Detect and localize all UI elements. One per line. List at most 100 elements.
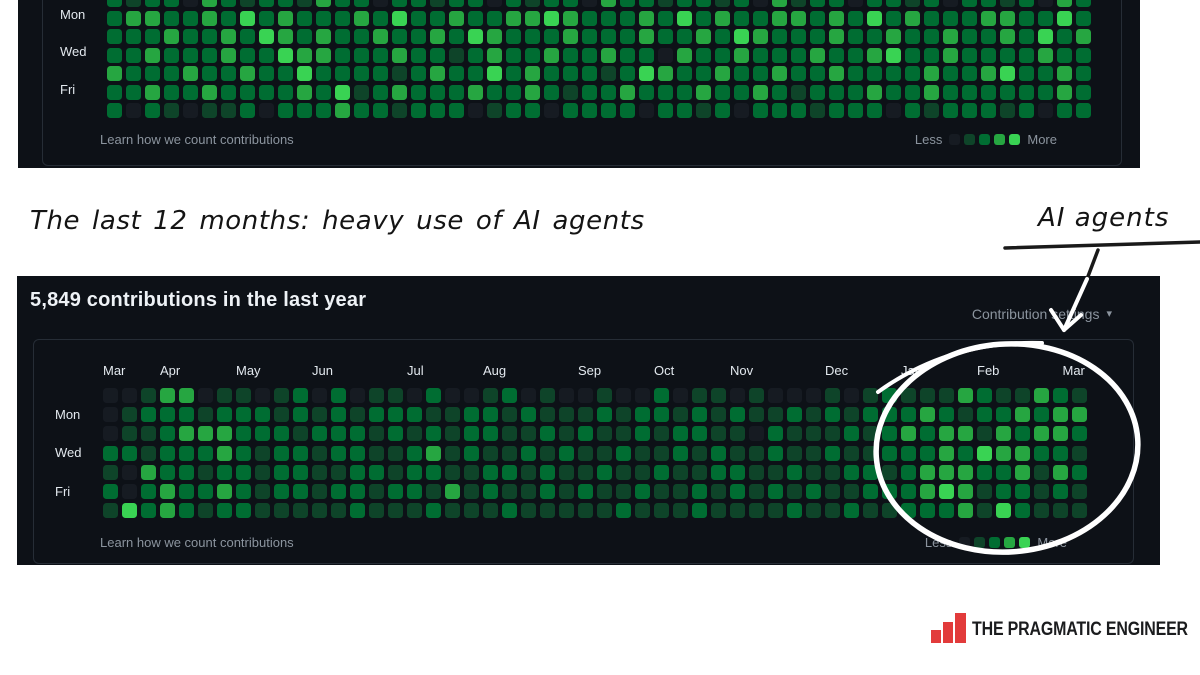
contribution-cell[interactable]: [335, 0, 350, 7]
contribution-cell[interactable]: [1076, 47, 1091, 63]
contribution-cell[interactable]: [278, 103, 293, 118]
contribution-cell[interactable]: [563, 84, 578, 100]
contribution-cell[interactable]: [844, 484, 859, 499]
contribution-cell[interactable]: [160, 503, 175, 519]
contribution-cell[interactable]: [240, 29, 255, 44]
contribution-cell[interactable]: [996, 484, 1011, 499]
contribution-cell[interactable]: [1000, 84, 1015, 100]
contribution-cell[interactable]: [886, 10, 901, 26]
learn-contributions-link[interactable]: Learn how we count contributions: [100, 132, 294, 147]
contribution-cell[interactable]: [996, 388, 1011, 403]
contribution-cell[interactable]: [844, 388, 859, 403]
contribution-cell[interactable]: [943, 66, 958, 81]
contribution-cell[interactable]: [540, 407, 555, 423]
contribution-cell[interactable]: [103, 426, 118, 442]
contribution-cell[interactable]: [829, 47, 844, 63]
contribution-cell[interactable]: [882, 388, 897, 403]
contribution-cell[interactable]: [449, 84, 464, 100]
contribution-cell[interactable]: [179, 484, 194, 499]
contribution-cell[interactable]: [487, 103, 502, 118]
contribution-cell[interactable]: [677, 47, 692, 63]
contribution-cell[interactable]: [677, 84, 692, 100]
contribution-cell[interactable]: [540, 445, 555, 461]
contribution-cell[interactable]: [483, 445, 498, 461]
contribution-cell[interactable]: [730, 388, 745, 403]
contribution-cell[interactable]: [369, 407, 384, 423]
contribution-cell[interactable]: [202, 29, 217, 44]
contribution-cell[interactable]: [939, 388, 954, 403]
contribution-cell[interactable]: [616, 445, 631, 461]
contribution-cell[interactable]: [464, 407, 479, 423]
contribution-cell[interactable]: [312, 426, 327, 442]
contribution-cell[interactable]: [544, 84, 559, 100]
contribution-cell[interactable]: [654, 484, 669, 499]
contribution-cell[interactable]: [164, 47, 179, 63]
contribution-cell[interactable]: [977, 464, 992, 480]
contribution-cell[interactable]: [350, 503, 365, 519]
contribution-cell[interactable]: [122, 388, 137, 403]
contribution-cell[interactable]: [787, 484, 802, 499]
contribution-cell[interactable]: [673, 503, 688, 519]
contribution-cell[interactable]: [525, 0, 540, 7]
contribution-cell[interactable]: [639, 29, 654, 44]
contribution-cell[interactable]: [1076, 66, 1091, 81]
contribution-cell[interactable]: [407, 464, 422, 480]
contribution-cell[interactable]: [449, 66, 464, 81]
contribution-cell[interactable]: [506, 47, 521, 63]
contribution-cell[interactable]: [806, 503, 821, 519]
contribution-cell[interactable]: [768, 503, 783, 519]
contribution-cell[interactable]: [316, 29, 331, 44]
contribution-cell[interactable]: [141, 388, 156, 403]
contribution-cell[interactable]: [616, 484, 631, 499]
contribution-cell[interactable]: [202, 10, 217, 26]
contribution-cell[interactable]: [1034, 388, 1049, 403]
contribution-cell[interactable]: [354, 47, 369, 63]
contribution-cell[interactable]: [369, 388, 384, 403]
contribution-cell[interactable]: [1057, 10, 1072, 26]
contribution-cell[interactable]: [578, 445, 593, 461]
contribution-cell[interactable]: [350, 426, 365, 442]
contribution-cell[interactable]: [734, 29, 749, 44]
contribution-cell[interactable]: [312, 484, 327, 499]
contribution-cell[interactable]: [445, 407, 460, 423]
contribution-cell[interactable]: [1034, 484, 1049, 499]
contribution-cell[interactable]: [468, 10, 483, 26]
contribution-cell[interactable]: [730, 426, 745, 442]
contribution-cell[interactable]: [996, 503, 1011, 519]
contribution-cell[interactable]: [1072, 388, 1087, 403]
contribution-cell[interactable]: [867, 84, 882, 100]
contribution-cell[interactable]: [924, 66, 939, 81]
contribution-cell[interactable]: [354, 66, 369, 81]
contribution-cell[interactable]: [335, 47, 350, 63]
contribution-cell[interactable]: [525, 29, 540, 44]
contribution-cell[interactable]: [217, 407, 232, 423]
contribution-cell[interactable]: [654, 464, 669, 480]
contribution-cell[interactable]: [316, 103, 331, 118]
contribution-cell[interactable]: [810, 84, 825, 100]
contribution-cell[interactable]: [217, 464, 232, 480]
contribution-cell[interactable]: [753, 103, 768, 118]
contribution-cell[interactable]: [616, 407, 631, 423]
contribution-cell[interactable]: [312, 407, 327, 423]
contribution-cell[interactable]: [882, 484, 897, 499]
contribution-cell[interactable]: [981, 10, 996, 26]
contribution-cell[interactable]: [920, 407, 935, 423]
contribution-cell[interactable]: [1034, 464, 1049, 480]
contribution-cell[interactable]: [905, 0, 920, 7]
contribution-cell[interactable]: [426, 407, 441, 423]
contribution-cell[interactable]: [297, 66, 312, 81]
contribution-cell[interactable]: [236, 407, 251, 423]
contribution-cell[interactable]: [278, 47, 293, 63]
contribution-cell[interactable]: [407, 484, 422, 499]
contribution-cell[interactable]: [221, 84, 236, 100]
contribution-cell[interactable]: [544, 103, 559, 118]
contribution-cell[interactable]: [1019, 84, 1034, 100]
contribution-cell[interactable]: [1053, 407, 1068, 423]
contribution-cell[interactable]: [506, 66, 521, 81]
contribution-cell[interactable]: [164, 66, 179, 81]
contribution-cell[interactable]: [464, 388, 479, 403]
contribution-cell[interactable]: [806, 407, 821, 423]
contribution-cell[interactable]: [411, 29, 426, 44]
contribution-cell[interactable]: [350, 388, 365, 403]
contribution-cell[interactable]: [620, 47, 635, 63]
